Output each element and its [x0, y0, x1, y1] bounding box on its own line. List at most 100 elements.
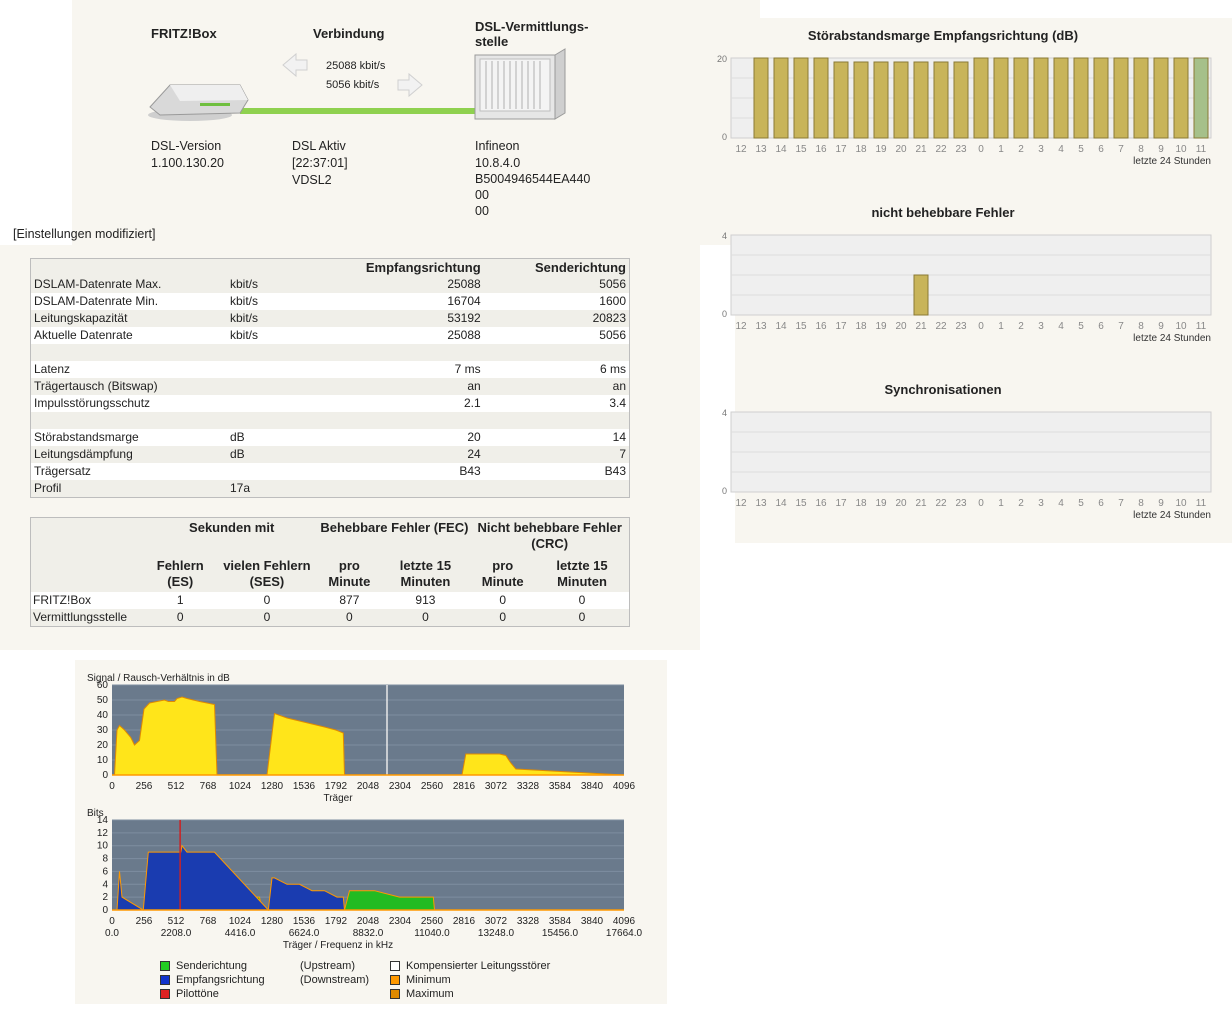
x-tick-label: 2816 — [453, 916, 476, 927]
x-tick-label: 3328 — [517, 781, 540, 792]
row-label: DSLAM-Datenrate Max. — [30, 276, 227, 293]
row-label — [30, 412, 227, 429]
x-tick-label: 16 — [815, 498, 827, 509]
bar — [953, 61, 969, 139]
x-tick-label: 11 — [1196, 144, 1207, 155]
router-icon — [148, 84, 249, 121]
downstream-value: 7 ms — [303, 361, 484, 378]
legend-label: Minimum — [406, 974, 451, 986]
legend-note: (Upstream) — [300, 960, 356, 972]
row-unit — [227, 361, 303, 378]
x-tick-label: 0 — [978, 321, 984, 332]
x-tick-label: 13 — [755, 144, 767, 155]
error-value: 0 — [215, 609, 319, 627]
x-tick-label: 3328 — [517, 916, 540, 927]
table-row — [30, 412, 630, 429]
freq-tick-label: 15456.0 — [542, 928, 579, 939]
y-tick-label: 4 — [722, 408, 727, 418]
x-tick-label: 0 — [109, 916, 115, 927]
legend-swatch — [160, 975, 170, 986]
table-row: Leitungsdämpfung dB 24 7 — [30, 446, 630, 463]
col-header — [30, 258, 227, 276]
x-tick-label: 2 — [1018, 321, 1024, 332]
x-tick-label: 13 — [755, 321, 767, 332]
x-tick-label: 12 — [735, 498, 747, 509]
sub-header-crc-15: letzte 15 Minuten — [535, 554, 630, 592]
x-tick-label: 3584 — [549, 781, 572, 792]
error-value: 0 — [145, 609, 216, 627]
bar — [753, 57, 769, 139]
error-value: 1 — [145, 592, 216, 609]
chart-title: Synchronisationen — [884, 382, 1001, 397]
freq-tick-label: 17664.0 — [606, 928, 643, 939]
upstream-value: 3.4 — [483, 395, 630, 412]
arrow-left-icon — [282, 52, 308, 78]
status-line-1: DSL Aktiv — [292, 139, 346, 153]
dsl-version-value: 1.100.130.20 — [151, 156, 224, 170]
x-tick-label: 6 — [1098, 498, 1104, 509]
x-tick-label: 12 — [735, 321, 747, 332]
upstream-value: 1600 — [483, 293, 630, 310]
y-tick-label: 0 — [102, 770, 108, 781]
x-tick-label: 12 — [735, 144, 747, 155]
freq-tick-label: 11040.0 — [414, 928, 450, 939]
y-tick-label: 40 — [97, 710, 109, 721]
legend-item: Senderichtung (Upstream) — [160, 960, 355, 972]
x-tick-label: 22 — [935, 144, 947, 155]
row-unit — [227, 463, 303, 480]
freq-tick-label: 6624.0 — [289, 928, 320, 939]
dslam-line-5: 00 — [475, 204, 489, 218]
x-tick-label: 19 — [875, 321, 887, 332]
y-tick-label: 0 — [102, 905, 108, 916]
freq-tick-label: 4416.0 — [225, 928, 256, 939]
x-tick-label: 23 — [955, 144, 967, 155]
bar — [933, 61, 949, 139]
row-unit — [227, 378, 303, 395]
x-tick-label: 3840 — [581, 781, 604, 792]
connection-title: Verbindung — [313, 26, 385, 41]
x-tick-label: 2304 — [389, 916, 412, 927]
x-tick-label: 1536 — [293, 916, 316, 927]
bar — [813, 57, 829, 139]
table-row: Vermittlungsstelle 0 0 0 0 0 0 — [30, 609, 630, 627]
upstream-value — [483, 344, 630, 361]
x-tick-label: 14 — [775, 144, 787, 155]
x-tick-label: 512 — [168, 781, 185, 792]
x-tick-label: 2560 — [421, 781, 444, 792]
x-tick-label: 17 — [835, 498, 847, 509]
freq-tick-label: 0.0 — [105, 928, 119, 939]
y-tick-label: 20 — [97, 740, 109, 751]
x-axis-label: Träger / Frequenz in kHz — [283, 940, 393, 951]
upstream-value: 6 ms — [483, 361, 630, 378]
group-header-fec: Behebbare Fehler (FEC) — [318, 517, 471, 554]
dsl-version-label: DSL-Version — [151, 139, 222, 153]
downstream-value — [303, 480, 484, 498]
x-tick-label: 768 — [200, 916, 217, 927]
fritzbox-title: FRITZ!Box — [151, 26, 217, 41]
bar — [1133, 57, 1149, 139]
overview-bg — [72, 0, 760, 245]
y-tick-label: 0 — [722, 309, 727, 319]
x-tick-label: 0 — [978, 144, 984, 155]
spectrum-title: Signal / Rausch-Verhältnis in dB — [87, 673, 230, 684]
legend-item: Maximum — [390, 988, 454, 1000]
row-label — [30, 344, 227, 361]
upstream-value: B43 — [483, 463, 630, 480]
error-value: 913 — [380, 592, 471, 609]
downstream-value: B43 — [303, 463, 484, 480]
table-row: Trägertausch (Bitswap) an an — [30, 378, 630, 395]
row-label: Aktuelle Datenrate — [30, 327, 227, 344]
upstream-value — [483, 412, 630, 429]
downstream-value — [303, 412, 484, 429]
x-tick-label: 1280 — [261, 781, 284, 792]
row-label: Latenz — [30, 361, 227, 378]
downstream-value: 2.1 — [303, 395, 484, 412]
y-tick-label: 50 — [97, 695, 109, 706]
x-tick-label: 23 — [955, 321, 967, 332]
legend-item: Kompensierter Leitungsstörer — [390, 960, 550, 972]
y-tick-label: 2 — [102, 892, 108, 903]
row-unit — [227, 395, 303, 412]
y-tick-label: 10 — [97, 755, 109, 766]
x-tick-label: 0 — [109, 781, 115, 792]
legend-swatch — [390, 975, 400, 986]
